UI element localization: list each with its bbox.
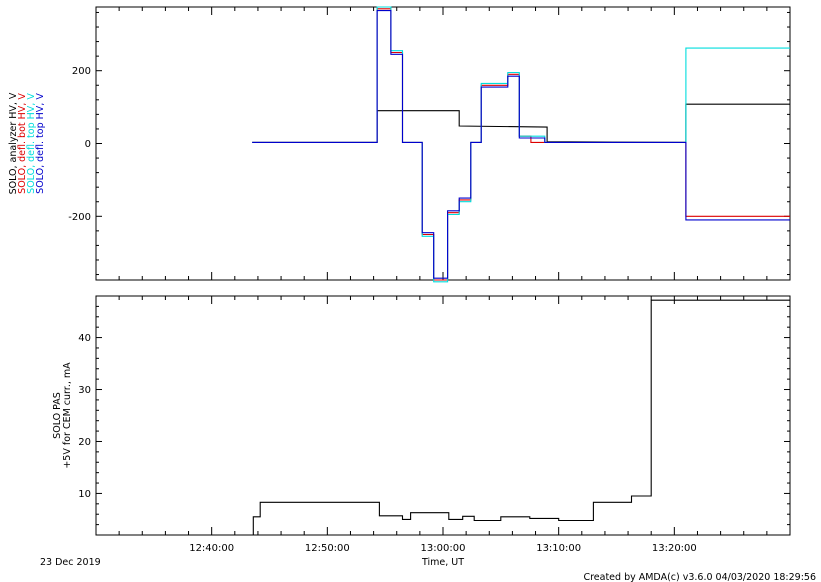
- cem-ticks: 10 20 30 40 12:40:00 12:50:00 13:00:00 13:10:00…: [78, 295, 791, 554]
- hv-series-line-1: [252, 8, 790, 281]
- x-tick-label: 12:50:00: [305, 543, 350, 554]
- ylabel-defl-top-hv-blue: SOLO, defl. top HV, V: [35, 93, 46, 194]
- cem-ytick-label: 30: [78, 385, 91, 396]
- hv-ytick-label: 0: [85, 139, 91, 150]
- hv-ytick-label: 200: [72, 66, 91, 77]
- ylabel-defl-top-hv-cyan: SOLO, defl. top HV, V: [26, 93, 37, 194]
- x-tick-label: 12:40:00: [189, 543, 234, 554]
- ylabel-defl-bot-hv: SOLO, defl. bot HV, V: [17, 93, 28, 194]
- hv-panel: SOLO, analyzer HV, V SOLO, defl. bot HV,…: [8, 6, 791, 283]
- x-tick-label: 13:10:00: [536, 543, 581, 554]
- x-tick-label: 13:00:00: [421, 543, 466, 554]
- x-axis-title: Time, UT: [421, 557, 464, 568]
- hv-series-line-3: [252, 10, 790, 279]
- hv-series-line-2: [252, 6, 790, 283]
- cem-ytick-label: 10: [78, 489, 91, 500]
- cem-ytick-label: 40: [78, 333, 91, 344]
- hv-ylabel-group: SOLO, analyzer HV, V SOLO, defl. bot HV,…: [8, 92, 46, 194]
- ylabel-cem-current: +5V for CEM curr., mA: [62, 362, 73, 469]
- ylabel-solo-pas: SOLO PAS: [52, 392, 63, 439]
- hv-series: [252, 6, 790, 283]
- cem-panel: SOLO PAS +5V for CEM curr., mA 102030401…: [52, 295, 791, 554]
- credit-text: Created by AMDA(c) v3.6.0 04/03/2020 18:…: [583, 572, 816, 582]
- cem-ytick-label: 20: [78, 437, 91, 448]
- hv-ticks: -200 0 200: [68, 7, 791, 280]
- x-tick-label: 13:20:00: [652, 543, 697, 554]
- cem-plot-frame: [95, 295, 791, 536]
- cem-series-line-0: [252, 299, 790, 536]
- hv-ytick-label: -200: [68, 212, 91, 223]
- ylabel-analyzer-hv: SOLO, analyzer HV, V: [8, 92, 19, 194]
- cem-series: [252, 299, 790, 536]
- date-label: 23 Dec 2019: [40, 557, 101, 568]
